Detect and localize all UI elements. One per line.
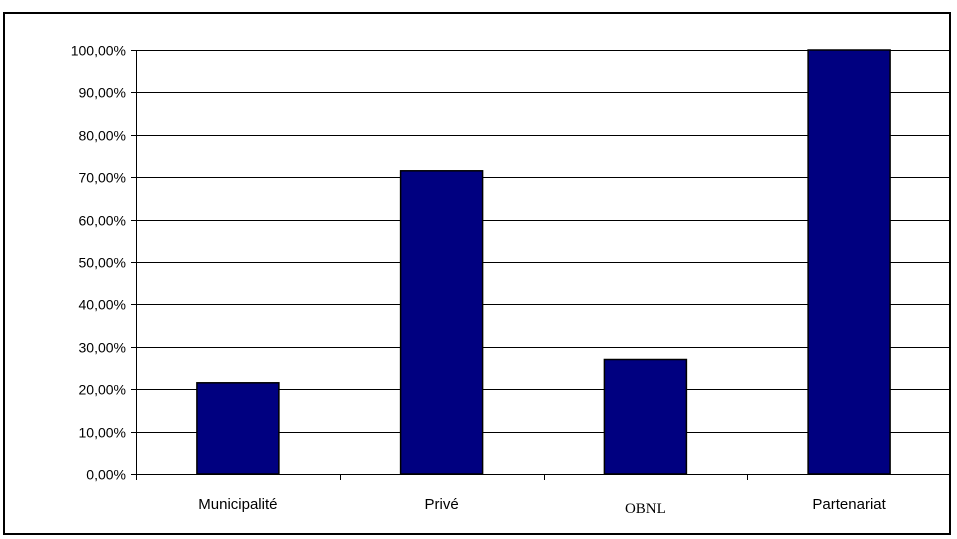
- bar: [196, 382, 280, 475]
- x-tick-label: Municipalité: [198, 496, 277, 513]
- x-tick-label: Partenariat: [812, 496, 886, 513]
- x-tick-label: Privé: [425, 496, 459, 513]
- y-axis-ticks: 0,00% 10,00% 20,00% 30,00% 40,00% 50,00% 60,00…: [71, 43, 136, 483]
- y-tick-label: 40,00%: [79, 297, 126, 313]
- y-tick-label: 30,00%: [79, 340, 126, 356]
- y-tick-label: 50,00%: [79, 255, 126, 271]
- bars: [196, 49, 891, 475]
- y-tick-label: 10,00%: [79, 425, 126, 441]
- y-tick-label: 60,00%: [79, 213, 126, 229]
- y-tick-label: 0,00%: [86, 467, 126, 483]
- y-tick-label: 100,00%: [71, 43, 126, 59]
- axes: [136, 50, 951, 480]
- x-tick-label: OBNL: [625, 501, 666, 517]
- bar: [603, 358, 688, 475]
- bar: [399, 170, 484, 475]
- y-tick-label: 80,00%: [79, 128, 126, 144]
- y-tick-label: 70,00%: [79, 170, 126, 186]
- y-tick-label: 90,00%: [79, 85, 126, 101]
- bar: [807, 49, 891, 475]
- y-tick-label: 20,00%: [79, 382, 126, 398]
- x-axis-labels: Municipalité Privé OBNL Partenariat: [198, 496, 886, 517]
